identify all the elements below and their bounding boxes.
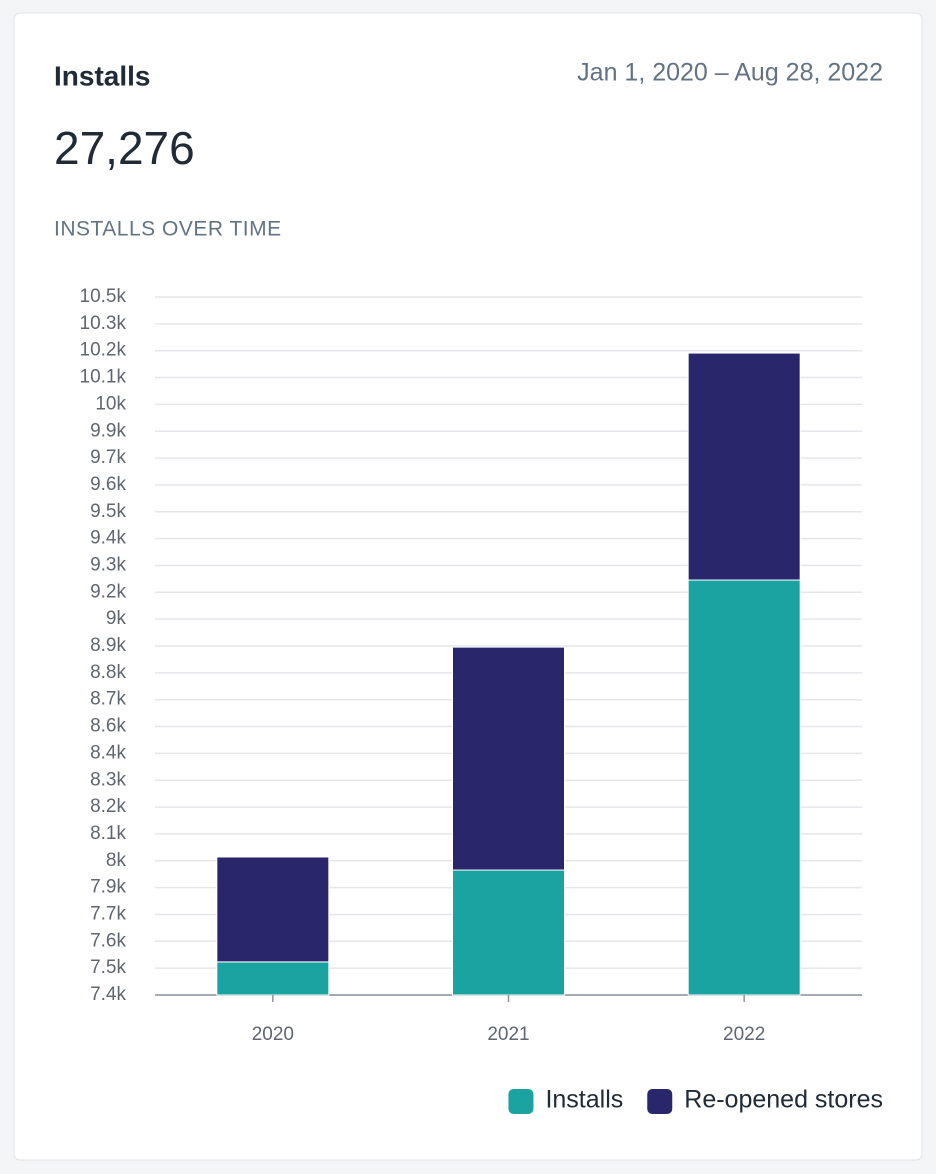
chart-title: Installs xyxy=(54,60,150,91)
y-tick-label: 10k xyxy=(95,393,126,414)
y-tick-label: 8.7k xyxy=(90,689,126,710)
y-tick-label: 7.9k xyxy=(90,877,126,898)
y-tick-label: 8.4k xyxy=(90,742,126,763)
y-tick-label: 9.5k xyxy=(90,501,126,522)
date-range: Jan 1, 2020 – Aug 28, 2022 xyxy=(577,59,883,87)
y-tick-label: 8k xyxy=(106,850,127,871)
y-tick-label: 9k xyxy=(106,608,127,629)
bar-segment xyxy=(216,961,330,996)
bar-segment xyxy=(687,579,801,996)
legend-swatch xyxy=(508,1089,534,1114)
y-tick-label: 10.1k xyxy=(80,367,127,388)
y-tick-label: 7.5k xyxy=(90,957,126,978)
y-tick-label: 10.2k xyxy=(80,340,127,361)
x-tick-label: 2022 xyxy=(723,1024,765,1045)
y-tick-label: 8.2k xyxy=(90,796,126,817)
y-tick-label: 9.9k xyxy=(90,420,126,441)
y-tick-label: 7.6k xyxy=(90,930,126,951)
legend-swatch xyxy=(647,1089,673,1114)
y-tick-label: 9.7k xyxy=(90,447,126,468)
x-tick-label: 2021 xyxy=(487,1024,529,1045)
chart-subtitle: INSTALLS OVER TIME xyxy=(54,218,282,241)
bar-segment xyxy=(687,352,801,581)
y-tick-label: 8.6k xyxy=(90,716,126,737)
y-tick-label: 9.6k xyxy=(90,474,126,495)
y-tick-label: 8.1k xyxy=(90,823,126,844)
y-tick-label: 7.7k xyxy=(90,903,126,924)
y-tick-label: 10.3k xyxy=(80,313,127,334)
total: 27,276 xyxy=(54,122,195,174)
y-tick-label: 10.5k xyxy=(80,286,127,307)
bar-segment xyxy=(452,646,565,871)
y-tick-label: 9.3k xyxy=(90,554,126,575)
bar-segment xyxy=(216,856,330,963)
x-tick-label: 2020 xyxy=(252,1024,294,1045)
y-tick-label: 8.3k xyxy=(90,769,126,790)
bar-segment xyxy=(452,869,565,996)
y-tick-label: 9.4k xyxy=(90,528,126,549)
y-tick-label: 8.9k xyxy=(90,635,126,656)
legend-label: Installs xyxy=(545,1086,623,1114)
y-tick-label: 9.2k xyxy=(90,581,126,602)
y-tick-label: 7.4k xyxy=(90,984,126,1005)
legend-label: Re-opened stores xyxy=(684,1086,883,1114)
y-tick-label: 8.8k xyxy=(90,662,126,683)
